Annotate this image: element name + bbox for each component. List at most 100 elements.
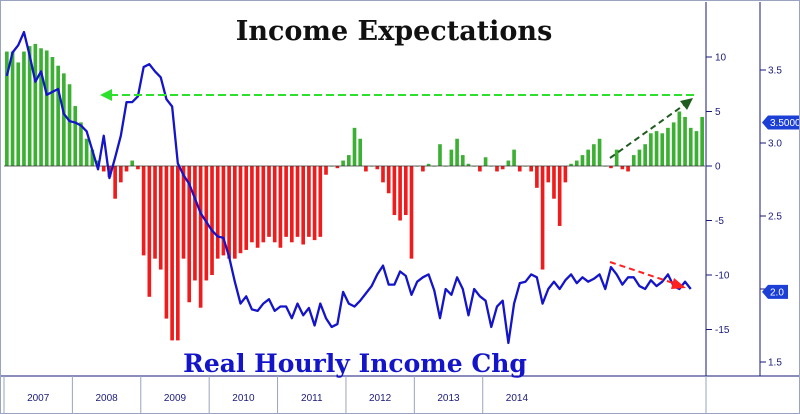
bar-111 bbox=[631, 155, 636, 166]
year-label: 2008 bbox=[95, 393, 118, 404]
bar-117 bbox=[666, 127, 670, 166]
bar-23 bbox=[130, 160, 135, 166]
bar-24 bbox=[136, 166, 140, 170]
bar-61 bbox=[346, 155, 351, 166]
bar-21 bbox=[119, 166, 123, 183]
bar-104 bbox=[592, 144, 596, 166]
bar-112 bbox=[637, 149, 642, 166]
bar-100 bbox=[569, 163, 573, 166]
bar-34 bbox=[193, 166, 197, 281]
bar-51 bbox=[289, 166, 294, 243]
bar-46 bbox=[261, 166, 266, 243]
right-tick-label: 3.5 bbox=[768, 66, 782, 77]
bar-3 bbox=[16, 62, 21, 167]
bar-95 bbox=[540, 166, 545, 270]
bar-120 bbox=[683, 116, 687, 166]
bar-108 bbox=[614, 149, 619, 166]
bar-22 bbox=[124, 166, 129, 172]
bar-62 bbox=[352, 127, 357, 166]
line-series bbox=[5, 30, 692, 345]
badge-1 bbox=[762, 115, 800, 130]
green-dashed-horizontal-arrow bbox=[100, 89, 697, 101]
bar-122 bbox=[694, 131, 699, 166]
bar-68 bbox=[386, 166, 391, 194]
bar-55 bbox=[312, 166, 317, 241]
bar-25 bbox=[141, 166, 146, 256]
bar-10 bbox=[56, 65, 60, 166]
expectations-line bbox=[5, 30, 692, 345]
bar-52 bbox=[295, 166, 300, 237]
bar-123 bbox=[700, 116, 704, 166]
bar-4 bbox=[22, 51, 26, 166]
bar-14 bbox=[79, 122, 83, 166]
chart-title: Income Expectations bbox=[236, 16, 553, 47]
left-tick-label: 10 bbox=[715, 53, 727, 64]
left-axis-ticks: 10 5 0 -5 -10 -15 bbox=[706, 53, 730, 336]
bar-53 bbox=[301, 166, 306, 245]
bar-48 bbox=[272, 166, 277, 243]
bar-82 bbox=[466, 163, 471, 166]
bar-38 bbox=[215, 166, 220, 259]
bar-29 bbox=[164, 166, 169, 319]
bar-9 bbox=[50, 57, 55, 166]
bar-2 bbox=[10, 51, 15, 166]
bar-90 bbox=[512, 149, 516, 166]
red-dashed-falling-arrow bbox=[609, 261, 686, 289]
bar-15 bbox=[84, 138, 89, 166]
bar-71 bbox=[403, 166, 408, 216]
bar-121 bbox=[688, 127, 693, 166]
x-axis-years: 2007 2008 2009 2010 2011 2012 2013 2014 bbox=[3, 376, 707, 414]
year-label: 2010 bbox=[232, 393, 255, 404]
bar-72 bbox=[409, 166, 414, 259]
bar-94 bbox=[535, 166, 539, 188]
bar-119 bbox=[677, 111, 682, 166]
bar-40 bbox=[227, 166, 231, 259]
bar-85 bbox=[483, 157, 488, 166]
bar-113 bbox=[643, 144, 647, 166]
bar-33 bbox=[187, 166, 192, 303]
left-tick-label: 5 bbox=[715, 107, 721, 118]
left-tick-label: -5 bbox=[715, 216, 724, 227]
dark-green-dashed-rising-arrow bbox=[609, 98, 693, 159]
bar-37 bbox=[210, 166, 214, 275]
right-tick-label: 3.0 bbox=[768, 139, 782, 150]
year-label: 2014 bbox=[506, 393, 529, 404]
bar-116 bbox=[660, 133, 665, 166]
bar-101 bbox=[574, 160, 579, 166]
bar-16 bbox=[90, 149, 95, 166]
bar-32 bbox=[181, 166, 186, 259]
bar-63 bbox=[358, 138, 363, 166]
bar-74 bbox=[421, 166, 425, 172]
bar-70 bbox=[398, 166, 402, 221]
bar-35 bbox=[198, 166, 203, 308]
bar-43 bbox=[244, 166, 249, 250]
bar-103 bbox=[586, 149, 590, 166]
year-label: 2013 bbox=[437, 393, 460, 404]
bar-41 bbox=[232, 166, 237, 259]
bar-44 bbox=[250, 166, 254, 243]
badge-label: 2.0 bbox=[770, 287, 784, 298]
bar-66 bbox=[375, 166, 380, 170]
right-tick-label: 1.5 bbox=[768, 358, 782, 369]
bar-31 bbox=[176, 166, 180, 341]
bar-80 bbox=[455, 138, 459, 166]
bar-56 bbox=[318, 166, 323, 237]
bar-88 bbox=[500, 166, 505, 170]
bar-105 bbox=[597, 138, 602, 166]
bar-26 bbox=[147, 166, 152, 297]
bar-27 bbox=[153, 166, 157, 259]
bar-75 bbox=[426, 163, 431, 166]
bar-109 bbox=[620, 166, 625, 170]
badge-2 bbox=[762, 284, 788, 299]
left-tick-label: -10 bbox=[715, 271, 730, 282]
bar-81 bbox=[460, 155, 465, 166]
year-label: 2012 bbox=[369, 393, 392, 404]
axis-badges: 3.5000 2.0 bbox=[762, 115, 800, 299]
bar-18 bbox=[101, 166, 106, 172]
bar-98 bbox=[557, 166, 562, 226]
bar-79 bbox=[449, 149, 454, 166]
bar-114 bbox=[649, 133, 653, 166]
bar-39 bbox=[221, 166, 226, 256]
bar-99 bbox=[563, 166, 568, 183]
